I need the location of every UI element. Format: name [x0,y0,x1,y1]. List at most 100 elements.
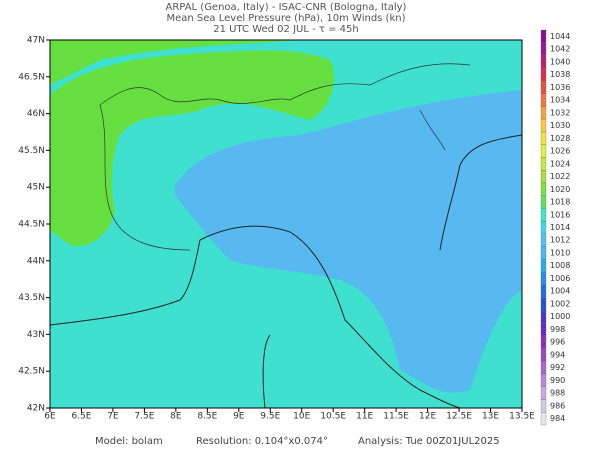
coastlines [49,134,523,409]
lon-tick-label: 12E [419,412,436,422]
colorbar-label: 1028 [550,134,570,143]
colorbar-swatch [540,157,547,171]
colorbar-swatch [540,195,547,209]
lon-tick-label: 7.5E [134,412,154,422]
colorbar-swatch [540,144,547,158]
colorbar-swatch [540,284,547,298]
colorbar-label: 984 [550,414,565,423]
colorbar-label: 1038 [550,70,570,79]
colorbar-swatch [540,322,547,336]
colorbar-swatch [540,29,547,43]
colorbar-swatch [540,182,547,196]
colorbar-label: 988 [550,389,565,398]
colorbar-swatch [540,93,547,107]
lat-tick-label: 45N [27,183,45,193]
colorbar-label: 1002 [550,299,570,308]
lon-tick-label: 6E [44,412,56,422]
colorbar-swatch [540,170,547,184]
colorbar-label: 1032 [550,108,570,117]
colorbar-swatch [540,106,547,120]
lon-tick-label: 11.5E [383,412,409,422]
lon-tick-label: 11E [356,412,373,422]
colorbar-swatch [540,55,547,69]
lon-tick-label: 7E [107,412,119,422]
colorbar-swatch [540,348,547,362]
lon-tick-label: 10.5E [320,412,346,422]
colorbar-label: 1036 [550,83,570,92]
colorbar-swatch [540,233,547,247]
colorbar-label: 994 [550,350,565,359]
lon-tick-label: 8.5E [197,412,217,422]
colorbar-label: 990 [550,376,565,385]
colorbar-swatch [540,208,547,222]
colorbar-swatch [540,373,547,387]
colorbar-swatch [540,246,547,260]
lat-tick-label: 44N [27,256,45,266]
pressure-area-1018 [50,40,300,85]
colorbar-swatch [540,335,547,349]
colorbar-label: 1014 [550,223,570,232]
colorbar-label: 998 [550,325,565,334]
lat-tick-label: 47N [27,36,45,46]
colorbar-swatch [540,220,547,235]
colorbar-label: 986 [550,401,565,410]
lat-tick-label: 44.5N [18,220,45,230]
footer-analysis: Analysis: Tue 00Z01JUL2025 [358,436,500,447]
colorbar-label: 1042 [550,45,570,54]
colorbar-swatch [540,271,547,285]
colorbar-label: 1004 [550,287,570,296]
lon-tick-label: 13.5E [509,412,535,422]
colorbar-label: 1020 [550,185,570,194]
borders [99,63,471,251]
colorbar-swatch [540,131,547,145]
lon-tick-label: 13E [482,412,499,422]
colorbar-label: 1016 [550,210,570,219]
header-line: ARPAL (Genoa, Italy) - ISAC-CNR (Bologna… [166,2,407,13]
colorbar-swatch [540,399,547,413]
pressure-area-1014 [175,90,522,393]
colorbar-swatch [540,297,547,311]
lat-tick-label: 43.5N [18,293,45,303]
lat-tick-label: 45.5N [18,146,45,156]
lat-tick-label: 42.5N [18,367,45,377]
lon-tick-label: 9.5E [260,412,280,422]
colorbar-swatch [540,412,547,426]
pressure-area-1018 [50,50,334,246]
colorbar-label: 1026 [550,147,570,156]
colorbar-label: 996 [550,338,565,347]
lon-tick-label: 8E [170,412,182,422]
colorbar-label: 992 [550,363,565,372]
header-line: 21 UTC Wed 02 JUL - τ = 45h [213,24,358,35]
colorbar-label: 1030 [550,121,570,130]
colorbar-label: 1040 [550,57,570,66]
lat-tick-label: 43N [27,330,45,340]
colorbar-label: 1044 [550,32,570,41]
colorbar-swatch [540,68,547,82]
colorbar-swatch [540,259,547,273]
colorbar-label: 1034 [550,96,570,105]
lat-tick-label: 42N [27,404,45,414]
colorbar-swatch [540,80,547,94]
colorbar-label: 1000 [550,312,570,321]
colorbar-label: 1018 [550,198,570,207]
colorbar-swatch [540,310,547,324]
colorbar-swatch [540,119,547,133]
colorbar-swatch [540,386,547,400]
colorbar-label: 1006 [550,274,570,283]
colorbar-label: 1012 [550,236,570,245]
lon-tick-label: 10E [293,412,310,422]
colorbar-label: 1024 [550,159,570,168]
footer-resolution: Resolution: 0.104°x0.074° [196,436,328,447]
lon-tick-label: 9E [233,412,245,422]
colorbar-swatch [540,361,547,375]
lat-tick-label: 46.5N [18,72,45,82]
header-line: Mean Sea Level Pressure (hPa), 10m Winds… [167,13,406,24]
lon-tick-label: 12.5E [446,412,472,422]
colorbar-label: 1022 [550,172,570,181]
colorbar-label: 1008 [550,261,570,270]
lon-tick-label: 6.5E [71,412,91,422]
colorbar-swatch [540,42,547,56]
map [49,40,523,409]
colorbar-label: 1010 [550,248,570,257]
